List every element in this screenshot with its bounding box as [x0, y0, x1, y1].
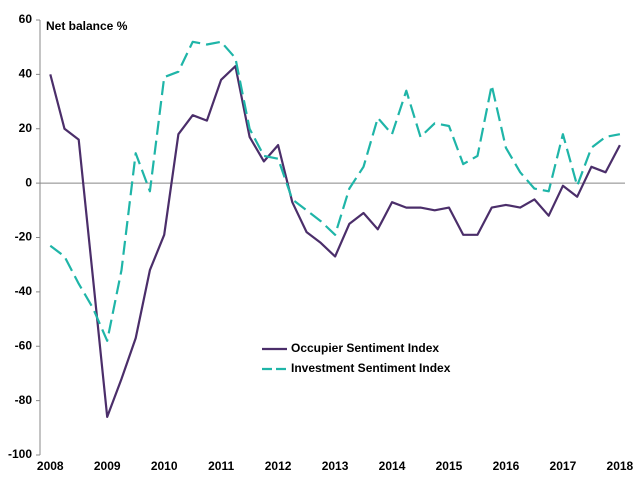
x-tick-label: 2015: [436, 459, 463, 473]
series-line: [49, 65, 621, 418]
y-tick-label: -60: [15, 338, 33, 352]
y-tick-label: 0: [25, 175, 32, 189]
x-tick-label: 2012: [265, 459, 292, 473]
x-tick-label: 2013: [322, 459, 349, 473]
y-tick-label: -100: [8, 447, 32, 461]
x-tick-label: 2014: [379, 459, 406, 473]
y-tick-label: -80: [15, 393, 33, 407]
y-tick-label: -40: [15, 284, 33, 298]
y-tick-label: 60: [19, 12, 33, 26]
x-tick-label: 2009: [94, 459, 121, 473]
y-axis-label: Net balance %: [46, 19, 128, 33]
y-tick-label: -20: [15, 230, 33, 244]
x-tick-label: 2011: [208, 459, 234, 473]
y-tick-label: 40: [19, 67, 33, 81]
x-tick-label: 2010: [151, 459, 178, 473]
series-line: [49, 40, 621, 342]
y-tick-label: 20: [19, 121, 33, 135]
x-tick-label: 2016: [493, 459, 520, 473]
legend-label: Occupier Sentiment Index: [291, 341, 439, 355]
legend-label: Investment Sentiment Index: [291, 361, 451, 375]
x-tick-label: 2018: [607, 459, 634, 473]
x-tick-label: 2008: [37, 459, 64, 473]
x-tick-label: 2017: [550, 459, 577, 473]
